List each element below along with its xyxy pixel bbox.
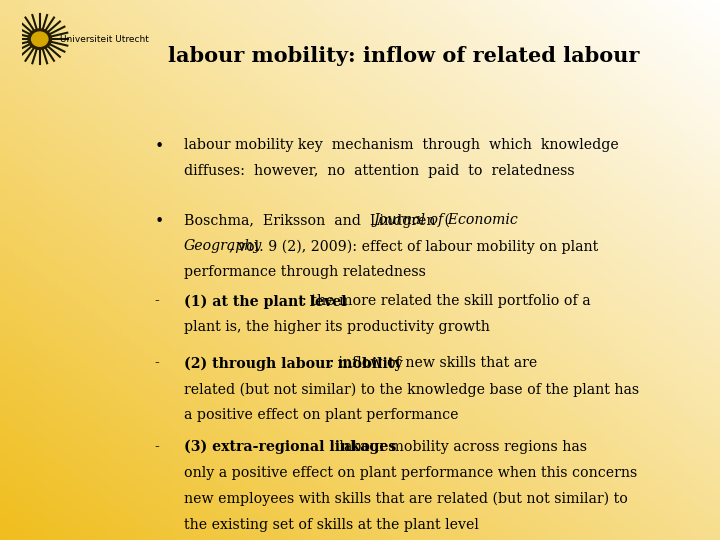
Text: •: • [155, 138, 164, 154]
Text: -: - [155, 294, 160, 308]
Text: new employees with skills that are related (but not similar) to: new employees with skills that are relat… [184, 492, 627, 507]
Text: diffuses:  however,  no  attention  paid  to  relatedness: diffuses: however, no attention paid to … [184, 164, 575, 178]
Text: a positive effect on plant performance: a positive effect on plant performance [184, 408, 458, 422]
Text: Universiteit Utrecht: Universiteit Utrecht [60, 35, 149, 44]
Text: the existing set of skills at the plant level: the existing set of skills at the plant … [184, 518, 479, 532]
Text: performance through relatedness: performance through relatedness [184, 265, 426, 279]
Text: related (but not similar) to the knowledge base of the plant has: related (but not similar) to the knowled… [184, 382, 639, 397]
Text: Journal of Economic: Journal of Economic [374, 213, 518, 227]
Text: , vol. 9 (2), 2009): effect of labour mobility on plant: , vol. 9 (2), 2009): effect of labour mo… [229, 239, 598, 254]
Text: : the more related the skill portfolio of a: : the more related the skill portfolio o… [302, 294, 590, 308]
Text: Geography: Geography [184, 239, 262, 253]
Circle shape [28, 29, 51, 49]
Text: only a positive effect on plant performance when this concerns: only a positive effect on plant performa… [184, 466, 637, 480]
Text: (1) at the plant level: (1) at the plant level [184, 294, 346, 309]
Text: labour mobility key  mechanism  through  which  knowledge: labour mobility key mechanism through wh… [184, 138, 618, 152]
Circle shape [32, 32, 48, 46]
Text: (3) extra-regional linkages: (3) extra-regional linkages [184, 440, 396, 455]
Text: -: - [155, 440, 160, 454]
Text: (2) through labour mobility: (2) through labour mobility [184, 356, 402, 371]
Text: -: - [155, 356, 160, 370]
Text: : labour mobility across regions has: : labour mobility across regions has [330, 440, 587, 454]
Text: : inflow of new skills that are: : inflow of new skills that are [329, 356, 537, 370]
Text: Boschma,  Eriksson  and  Lindgren  (: Boschma, Eriksson and Lindgren ( [184, 213, 449, 228]
Text: plant is, the higher its productivity growth: plant is, the higher its productivity gr… [184, 320, 490, 334]
Text: •: • [155, 213, 164, 230]
Text: labour mobility: inflow of related labour: labour mobility: inflow of related labou… [168, 46, 639, 66]
